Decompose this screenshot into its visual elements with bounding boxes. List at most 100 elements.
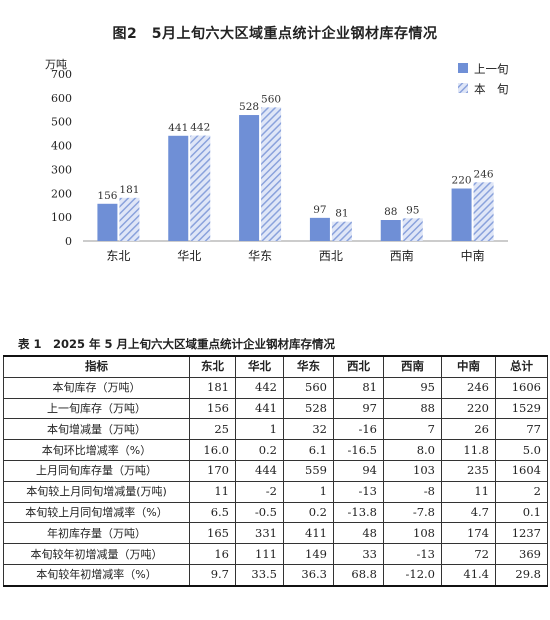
figure-title: 图2 5月上旬六大区域重点统计企业钢材库存情况	[112, 26, 438, 42]
cell-value: 559	[283, 459, 334, 482]
cell-value: 442	[235, 376, 284, 399]
cell-value: 9.7	[189, 563, 236, 587]
y-axis-unit: 万吨	[45, 58, 67, 71]
table-row: 本旬环比增减率（%） 16.0 0.2 6.1 -16.5 8.0 11.8 5.0	[3, 439, 548, 461]
x-tick-label: 华北	[177, 249, 201, 263]
cell-value: 0.2	[283, 501, 334, 524]
cell-value: 246	[441, 376, 496, 399]
cell-value: 331	[235, 522, 284, 545]
legend-swatch	[458, 83, 468, 93]
cell-value: 33.5	[235, 563, 284, 587]
cell-value: 88	[383, 397, 442, 420]
cell-value: -0.5	[235, 501, 284, 524]
data-label: 156	[97, 190, 117, 202]
cell-value: 220	[441, 397, 496, 420]
data-label: 528	[239, 101, 259, 113]
cell-value: 181	[189, 376, 236, 399]
x-tick-label: 华东	[248, 249, 272, 263]
cell-value: 33	[333, 543, 384, 565]
cell-value: 94	[333, 459, 384, 482]
cell-value: 77	[495, 418, 548, 441]
data-label: 88	[384, 206, 397, 218]
cell-value: 108	[383, 522, 442, 545]
row-label: 本旬库存（万吨）	[3, 376, 190, 399]
cell-value: -12.0	[383, 563, 442, 587]
cell-value: 81	[333, 376, 384, 399]
bar-chart: 万吨 0 100 200 300 400 500 600 700 东北 华北 华东 西北 西南 中南 156…	[45, 58, 509, 263]
cell-value: 1529	[495, 397, 548, 420]
bar-current	[190, 135, 211, 241]
table-title: 表 1 2025 年 5 月上旬六大区域重点统计企业钢材库存情况	[18, 337, 336, 351]
bar-current	[331, 221, 352, 241]
cell-value: 48	[333, 522, 384, 545]
cell-value: 6.5	[189, 501, 236, 524]
data-label: 442	[190, 122, 210, 134]
cell-value: -13	[333, 480, 384, 503]
row-label: 本旬环比增减率（%）	[3, 439, 190, 461]
header-indicator: 指标	[3, 355, 190, 378]
row-label: 年初库存量（万吨）	[3, 522, 190, 545]
row-label: 上月同旬库存量（万吨）	[3, 459, 190, 482]
cell-value: 25	[189, 418, 236, 441]
y-tick-label: 300	[51, 163, 72, 176]
table-row: 本旬较年初增减量（万吨） 16 111 149 33 -13 72 369	[3, 543, 548, 565]
data-label: 560	[261, 93, 281, 105]
y-tick-label: 400	[51, 140, 72, 153]
header-region: 东北	[189, 355, 236, 378]
cell-value: 32	[283, 418, 334, 441]
data-label: 97	[313, 204, 326, 216]
x-tick-label: 西北	[319, 249, 343, 263]
cell-value: 7	[383, 418, 442, 441]
cell-value: 68.8	[333, 563, 384, 587]
row-label: 上一旬库存（万吨）	[3, 397, 190, 420]
cell-value: -13.8	[333, 501, 384, 524]
cell-value: 95	[383, 376, 442, 399]
bar-previous	[168, 135, 189, 241]
row-label: 本旬较上月同旬增减率（%）	[3, 501, 190, 524]
table-row: 上一旬库存（万吨） 156 441 528 97 88 220 1529	[3, 397, 548, 420]
data-label: 81	[335, 208, 348, 220]
cell-value: 41.4	[441, 563, 496, 587]
bar-previous	[239, 115, 260, 241]
table-row: 本旬较年初增减率（%） 9.7 33.5 36.3 68.8 -12.0 41.4 29.8	[3, 563, 548, 587]
cell-value: 29.8	[495, 563, 548, 587]
cell-value: 11	[189, 480, 236, 503]
y-tick-label: 600	[51, 92, 72, 105]
bar-previous	[97, 203, 118, 241]
header-region: 西北	[333, 355, 384, 378]
y-tick-label: 100	[51, 211, 72, 224]
cell-value: -13	[383, 543, 442, 565]
cell-value: 1	[235, 418, 284, 441]
cell-value: 1606	[495, 376, 548, 399]
x-tick-label: 东北	[106, 249, 130, 263]
cell-value: 11	[441, 480, 496, 503]
data-label: 95	[406, 204, 419, 216]
cell-value: -16.5	[333, 439, 384, 461]
cell-value: 2	[495, 480, 548, 503]
cell-value: -16	[333, 418, 384, 441]
cell-value: 156	[189, 397, 236, 420]
table-row: 本旬库存（万吨） 181 442 560 81 95 246 1606	[3, 376, 548, 399]
cell-value: 170	[189, 459, 236, 482]
cell-value: 0.1	[495, 501, 548, 524]
data-label: 441	[168, 122, 188, 134]
data-label: 220	[452, 175, 472, 187]
cell-value: -2	[235, 480, 284, 503]
header-region: 中南	[441, 355, 496, 378]
cell-value: 560	[283, 376, 334, 399]
row-label: 本旬较年初增减率（%）	[3, 563, 190, 587]
data-label: 181	[119, 184, 139, 196]
table-row: 上月同旬库存量（万吨） 170 444 559 94 103 235 1604	[3, 459, 548, 482]
cell-value: 1237	[495, 522, 548, 545]
bar-current	[473, 182, 494, 241]
table-row: 本旬较上月同旬增减量(万吨) 11 -2 1 -13 -8 11 2	[3, 480, 548, 503]
x-tick-label: 中南	[461, 248, 485, 263]
cell-value: 11.8	[441, 439, 496, 461]
cell-value: 111	[235, 543, 284, 565]
cell-value: 8.0	[383, 439, 442, 461]
legend-label: 本 旬	[474, 82, 509, 96]
cell-value: 369	[495, 543, 548, 565]
legend-swatch	[458, 63, 468, 73]
header-region: 总计	[495, 355, 548, 378]
header-region: 西南	[383, 355, 442, 378]
